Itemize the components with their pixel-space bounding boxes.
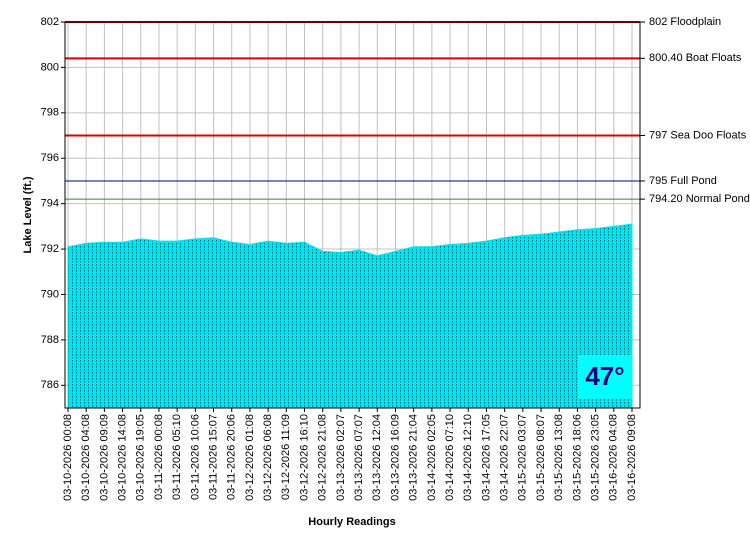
y-tick-label: 786 [41,379,59,391]
x-tick-label: 03-13-2026 02:07 [335,414,347,501]
y-tick-label: 790 [41,288,59,300]
x-tick-label: 03-11-2026 05:10 [171,414,183,500]
y-tick-label: 794 [41,198,59,210]
x-tick-label: 03-16-2026 04:08 [608,414,620,501]
y-tick-label: 788 [41,334,59,346]
x-tick-label: 03-15-2026 18:06 [571,414,583,501]
x-tick-label: 03-12-2026 16:10 [298,414,310,501]
x-tick-label: 03-11-2026 15:07 [207,414,219,500]
x-tick-label: 03-14-2026 17:05 [480,414,492,501]
x-tick-label: 03-14-2026 07:10 [444,414,456,501]
x-tick-label: 03-12-2026 06:08 [262,414,274,501]
reference-label: 797 Sea Doo Floats [649,129,747,141]
x-tick-label: 03-14-2026 12:10 [462,414,474,501]
y-tick-label: 800 [41,61,59,73]
x-tick-label: 03-12-2026 11:09 [280,414,292,500]
x-tick-label: 03-15-2026 13:08 [553,414,565,501]
y-tick-label: 796 [41,152,59,164]
x-tick-label: 03-13-2026 21:04 [408,414,420,501]
x-tick-label: 03-15-2026 23:05 [590,414,602,501]
x-tick-label: 03-10-2026 19:05 [135,414,147,501]
area [67,223,633,409]
x-tick-label: 03-10-2026 04:08 [80,414,92,501]
x-tick-label: 03-13-2026 12:04 [371,414,383,501]
x-tick-label: 03-13-2026 16:09 [389,414,401,501]
annotation: 47° [585,361,624,391]
y-tick-label: 802 [41,16,59,28]
y-tick-label: 792 [41,243,59,255]
x-tick-label: 03-15-2026 08:07 [535,414,547,501]
x-tick-label: 03-11-2026 00:08 [153,414,165,500]
reference-label: 800.40 Boat Floats [649,52,742,64]
x-tick-label: 03-10-2026 00:08 [62,414,74,501]
x-tick-label: 03-15-2026 03:07 [517,414,529,501]
reference-label: 795 Full Pond [649,175,717,187]
x-tick-label: 03-16-2026 09:08 [626,414,638,501]
x-tick-label: 03-11-2026 10:06 [189,414,201,500]
reference-label: 794.20 Normal Pond [649,193,750,205]
x-tick-label: 03-10-2026 14:08 [116,414,128,501]
x-tick-label: 03-14-2026 02:05 [426,414,438,501]
plot-border [64,21,641,409]
x-tick-label: 03-11-2026 20:06 [226,414,238,500]
x-tick-label: 03-10-2026 09:09 [98,414,110,501]
x-tick-label: 03-12-2026 01:08 [244,414,256,501]
y-tick-label: 798 [41,107,59,119]
x-axis-title: Hourly Readings [308,516,395,528]
reference-label: 802 Floodplain [649,16,721,28]
x-tick-label: 03-12-2026 21:08 [317,414,329,501]
y-axis-title: Lake Level (ft.) [22,176,34,253]
annotation-box [578,355,632,399]
x-tick-label: 03-14-2026 22:07 [499,414,511,501]
x-tick-label: 03-13-2026 07:07 [353,414,365,501]
